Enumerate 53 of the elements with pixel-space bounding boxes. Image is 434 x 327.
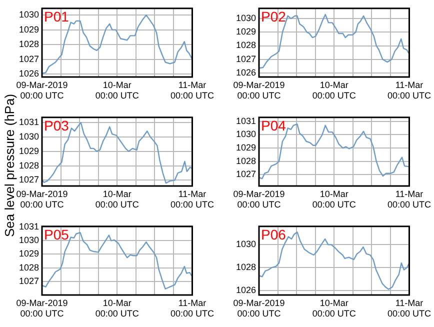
y-tick-label: 1031 (18, 116, 39, 127)
y-tick-label: 1028 (18, 262, 39, 272)
y-tick-label: 1030 (236, 239, 256, 250)
y-tick-label: 1027 (236, 54, 256, 64)
y-tick-label: 1030 (18, 235, 39, 246)
x-tick-label: 09-Mar-2019 00:00 UTC (16, 80, 68, 101)
x-tick-label: 09-Mar-2019 00:00 UTC (16, 188, 68, 210)
y-tick-label: 1028 (236, 262, 256, 272)
y-tick-label: 1026 (236, 67, 256, 78)
y-axis-title: Sea level pressure (hPa) (2, 93, 17, 237)
y-tick-label: 1028 (18, 160, 39, 170)
y-tick-label: 1030 (18, 131, 39, 142)
x-tick-label: 10-Mar 00:00 UTC (312, 80, 356, 101)
y-tick-label: 1028 (18, 39, 39, 50)
x-tick-label: 11-Mar 00:00 UTC (387, 80, 432, 101)
y-tick-label: 1026 (236, 284, 256, 295)
x-tick-label: 10-Mar 00:00 UTC (95, 80, 140, 101)
y-tick-label: 1029 (18, 248, 39, 259)
x-tick-label: 10-Mar 00:00 UTC (312, 298, 356, 319)
x-tick-label: 10-Mar 00:00 UTC (312, 188, 356, 210)
x-tick-label: 09-Mar-2019 00:00 UTC (233, 298, 285, 319)
x-tick-label: 11-Mar 00:00 UTC (387, 188, 432, 210)
x-tick-label: 09-Mar-2019 00:00 UTC (233, 188, 285, 210)
chart-title: P06 (261, 226, 286, 242)
x-tick-label: 10-Mar 00:00 UTC (95, 188, 140, 210)
chart-title: P03 (44, 117, 70, 134)
y-tick-label: 1030 (236, 13, 256, 24)
chart-title: P01 (44, 8, 70, 24)
y-tick-label: 1027 (236, 169, 256, 180)
y-tick-label: 1027 (18, 54, 39, 64)
chart-title: P02 (261, 8, 286, 24)
y-tick-label: 1029 (236, 26, 256, 37)
x-tick-label: 09-Mar-2019 00:00 UTC (16, 298, 68, 319)
chart-title: P04 (261, 117, 286, 134)
y-tick-label: 1030 (18, 10, 39, 20)
y-tick-label: 1027 (18, 276, 39, 286)
x-tick-label: 11-Mar 00:00 UTC (170, 80, 214, 101)
x-tick-label: 10-Mar 00:00 UTC (95, 298, 140, 319)
y-tick-label: 1029 (18, 24, 39, 34)
y-tick-label: 1028 (236, 156, 256, 166)
x-tick-label: 11-Mar 00:00 UTC (387, 298, 432, 319)
y-tick-label: 1028 (236, 40, 256, 50)
chart-title: P05 (44, 226, 70, 242)
x-tick-label: 11-Mar 00:00 UTC (170, 298, 214, 319)
y-tick-label: 1030 (236, 129, 256, 140)
y-tick-label: 1027 (18, 174, 39, 185)
y-tick-label: 1031 (236, 116, 256, 126)
x-tick-label: 11-Mar 00:00 UTC (170, 188, 214, 210)
y-tick-label: 1029 (18, 146, 39, 156)
x-tick-label: 09-Mar-2019 00:00 UTC (233, 80, 285, 101)
y-tick-label: 1029 (236, 142, 256, 153)
y-tick-label: 1026 (18, 68, 39, 79)
y-tick-label: 1031 (18, 222, 39, 232)
